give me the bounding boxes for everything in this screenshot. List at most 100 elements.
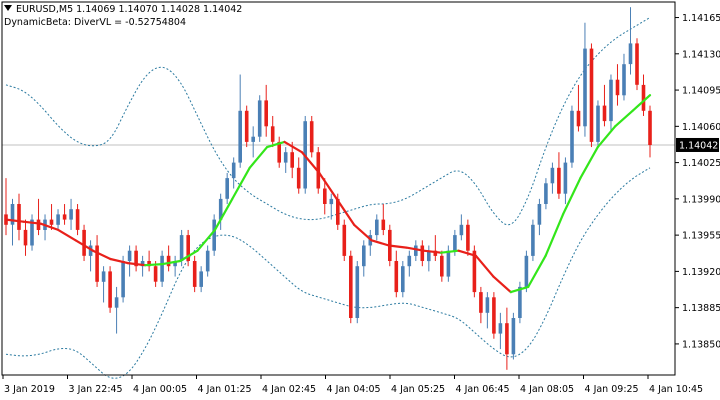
candle-body <box>381 219 386 230</box>
candle-body <box>23 229 28 246</box>
price-tick-label: 1.13920 <box>682 267 720 278</box>
candle-body <box>121 261 125 298</box>
price-tick-label: 1.14095 <box>682 86 720 97</box>
candle-body <box>283 152 288 163</box>
candle-body <box>69 209 73 220</box>
center-line-down-segment <box>457 249 477 257</box>
center-line-up-segment <box>544 213 565 257</box>
center-line-down-segment <box>387 244 408 249</box>
candle-body <box>257 100 262 137</box>
candle-body <box>589 48 594 142</box>
center-line-up-segment <box>579 146 599 180</box>
envelope-bands <box>5 17 651 379</box>
time-tick-label: 3 Jan 2019 <box>4 384 55 395</box>
candle-body <box>179 235 184 261</box>
center-line-down-segment <box>126 262 147 267</box>
candle-body <box>36 219 41 230</box>
axes <box>1 1 676 376</box>
center-line-up-segment <box>248 146 269 169</box>
candle-body <box>238 110 242 163</box>
candle-body <box>225 178 229 199</box>
center-line-up-segment <box>213 197 234 231</box>
lower-band-line <box>5 167 651 379</box>
candle-body <box>160 255 164 282</box>
candle-body <box>557 167 561 194</box>
symbol-header[interactable]: EURUSD,M5 1.14069 1.14070 1.14028 1.1404… <box>4 4 242 16</box>
center-line-down-segment <box>39 222 60 231</box>
dropdown-arrow-icon[interactable] <box>4 5 12 11</box>
center-line-down-segment <box>335 197 356 226</box>
candle-body <box>49 219 54 225</box>
candle-body <box>596 105 600 142</box>
candle-body <box>290 152 294 168</box>
candle-body <box>485 297 490 313</box>
candle-body <box>550 167 555 184</box>
upper-band-line <box>5 17 651 226</box>
candle-body <box>544 183 548 204</box>
candle-body <box>205 250 210 272</box>
center-line-up-segment <box>440 249 460 254</box>
candle-body <box>479 292 483 313</box>
candle-body <box>440 255 444 277</box>
center-line-down-segment <box>4 218 25 223</box>
center-line-up-segment <box>266 140 286 149</box>
symbol-quote-text: EURUSD,M5 1.14069 1.14070 1.14028 1.1404… <box>16 4 243 15</box>
center-line-up-segment <box>614 109 634 128</box>
candle-body <box>537 204 542 225</box>
center-line-down-segment <box>91 249 112 261</box>
center-line-up-segment <box>596 125 617 149</box>
center-line-down-segment <box>370 239 390 247</box>
time-axis[interactable]: 3 Jan 2019 3 Jan 22:45 4 Jan 00:05 4 Jan 01… <box>2 375 703 395</box>
candle-body <box>342 224 347 256</box>
price-tick-label: 1.14025 <box>682 158 720 169</box>
price-axis[interactable]: 1.14165 1.14130 1.14095 1.14060 1.14025 1.139… <box>675 13 720 350</box>
candle-body <box>641 84 646 111</box>
candle-body <box>296 167 301 189</box>
center-line-down-segment <box>492 275 512 294</box>
candle-body <box>472 250 477 293</box>
candle-body <box>218 198 223 220</box>
time-tick-label: 4 Jan 04:05 <box>327 384 381 395</box>
center-line-down-segment <box>318 171 338 200</box>
center-line-up-segment <box>144 263 164 267</box>
candle-body <box>231 162 236 179</box>
price-tick-label: 1.13990 <box>682 194 720 205</box>
candle-body <box>505 323 509 355</box>
candles <box>4 7 652 370</box>
candle-body <box>17 204 21 230</box>
candle-body <box>622 64 626 96</box>
candle-body <box>355 266 360 318</box>
time-tick-label: 4 Jan 00:05 <box>133 384 187 395</box>
center-line-up-segment <box>231 166 251 200</box>
candle-body <box>56 214 60 225</box>
candle-body <box>453 235 457 251</box>
candle-body <box>609 79 613 122</box>
candle-body <box>329 198 334 205</box>
price-tick-label: 1.14165 <box>682 13 720 24</box>
candle-body <box>635 43 639 85</box>
time-tick-label: 4 Jan 02:45 <box>262 384 316 395</box>
price-tick-label: 1.14130 <box>682 49 720 60</box>
candle-body <box>212 219 216 251</box>
plot-frame <box>1 1 676 376</box>
candle-body <box>270 126 275 142</box>
center-line <box>4 94 652 294</box>
price-tick-label: 1.13885 <box>682 303 720 314</box>
candle-body <box>251 136 255 142</box>
candle-body <box>466 224 470 251</box>
candle-body <box>563 162 568 194</box>
candle-body <box>309 121 314 153</box>
time-tick-label: 4 Jan 10:45 <box>649 384 703 395</box>
candle-body <box>264 100 268 127</box>
center-line-down-segment <box>109 257 129 265</box>
center-line-down-segment <box>300 151 321 175</box>
center-line-up-segment <box>196 228 216 252</box>
center-line-down-segment <box>283 140 303 154</box>
center-line-up-segment <box>179 249 199 263</box>
candle-body <box>518 286 522 318</box>
center-line-up-segment <box>161 259 182 266</box>
candle-body <box>75 209 80 230</box>
candle-body <box>88 245 93 256</box>
